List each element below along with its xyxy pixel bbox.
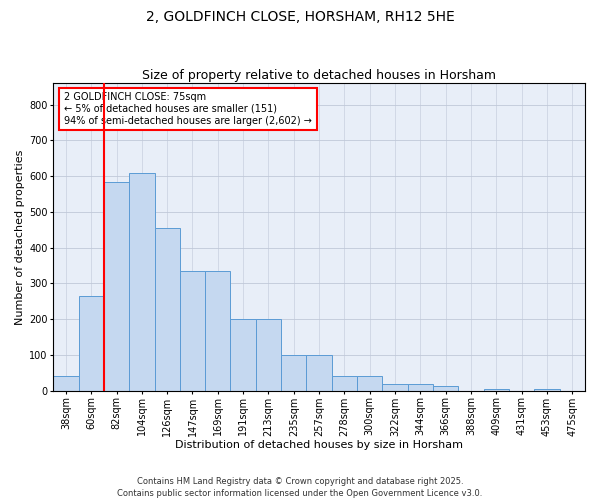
Bar (155, 228, 180, 391)
Bar (104, 182, 129, 391)
Bar (180, 271, 205, 391)
Bar (433, 386, 458, 391)
Bar (79, 296, 104, 391)
Bar (484, 390, 509, 391)
Text: 2 GOLDFINCH CLOSE: 75sqm
← 5% of detached houses are smaller (151)
94% of semi-d: 2 GOLDFINCH CLOSE: 75sqm ← 5% of detache… (64, 92, 312, 126)
Bar (230, 319, 256, 391)
Text: Contains HM Land Registry data © Crown copyright and database right 2025.
Contai: Contains HM Land Registry data © Crown c… (118, 476, 482, 498)
Bar (53, 376, 79, 391)
Text: 2, GOLDFINCH CLOSE, HORSHAM, RH12 5HE: 2, GOLDFINCH CLOSE, HORSHAM, RH12 5HE (146, 10, 454, 24)
Title: Size of property relative to detached houses in Horsham: Size of property relative to detached ho… (142, 69, 496, 82)
Bar (205, 271, 230, 391)
Bar (408, 384, 433, 391)
Bar (281, 355, 307, 391)
Bar (382, 384, 408, 391)
X-axis label: Distribution of detached houses by size in Horsham: Distribution of detached houses by size … (175, 440, 463, 450)
Bar (535, 390, 560, 391)
Bar (332, 376, 357, 391)
Bar (357, 376, 382, 391)
Bar (129, 172, 155, 391)
Bar (307, 355, 332, 391)
Y-axis label: Number of detached properties: Number of detached properties (15, 150, 25, 324)
Bar (256, 319, 281, 391)
